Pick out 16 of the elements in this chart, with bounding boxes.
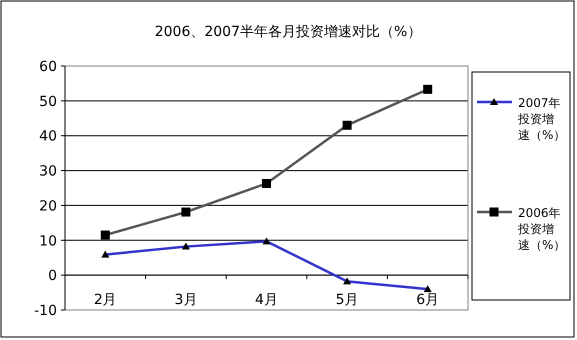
- y-tick-label: 40: [39, 128, 57, 145]
- x-tick-label: 2月: [94, 292, 117, 308]
- y-tick-label: 50: [39, 94, 57, 110]
- y-tick-label: 60: [39, 59, 57, 75]
- x-tick-label: 5月: [336, 292, 359, 308]
- y-tick-label: 20: [39, 198, 57, 214]
- chart-title: 2006、2007半年各月投资增速对比（%）: [154, 24, 422, 40]
- y-tick-label: 30: [39, 164, 57, 180]
- y-tick-label: -10: [34, 303, 57, 319]
- x-tick-label: 4月: [255, 292, 278, 308]
- y-tick-label: 10: [39, 233, 57, 250]
- x-tick-label: 3月: [174, 292, 198, 308]
- legend-label: 2007年投资增速（%）: [517, 96, 566, 142]
- x-tick-label: 6月: [416, 292, 440, 308]
- y-tick-label: 0: [48, 268, 57, 284]
- legend-label: 2006年投资增速（%）: [517, 206, 566, 252]
